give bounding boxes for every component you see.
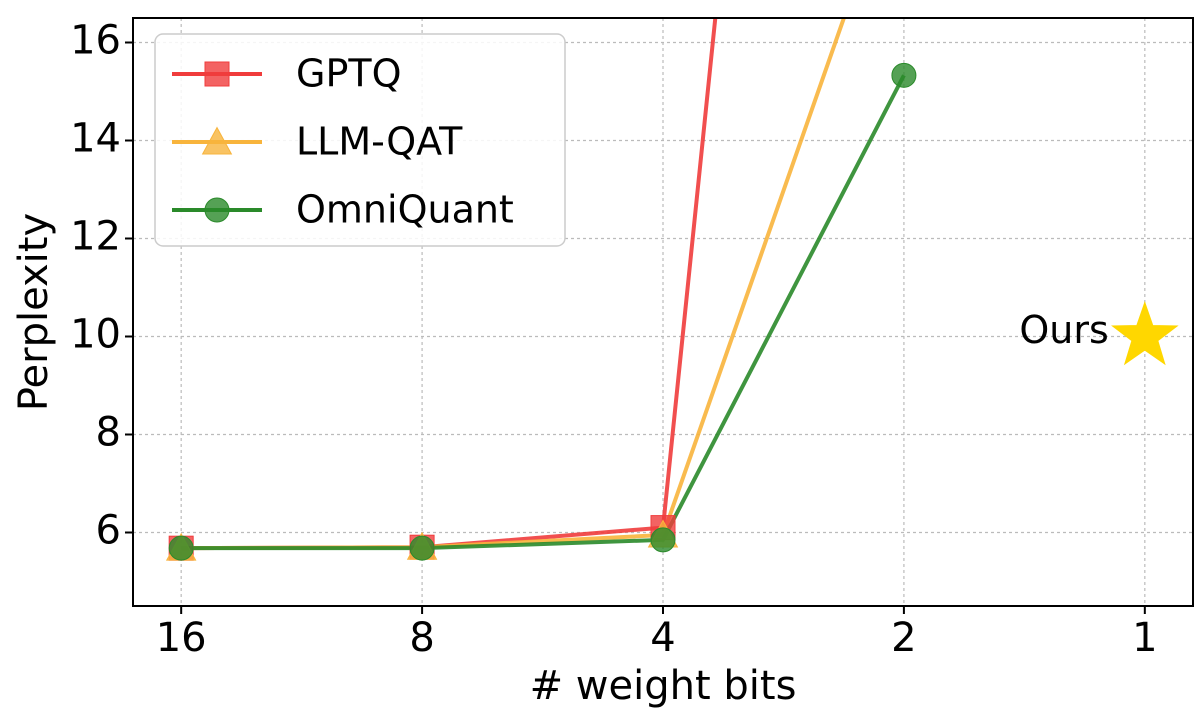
series-line (181, 74, 906, 551)
x-tick-label: 8 (409, 615, 434, 661)
legend-label: OmniQuant (296, 188, 514, 232)
x-axis-label: # weight bits (530, 663, 797, 708)
y-tick-label: 16 (70, 18, 121, 64)
plot-area (165, 18, 1179, 561)
y-tick-label: 8 (96, 410, 121, 456)
x-tick-label: 2 (891, 615, 916, 661)
marker (891, 62, 917, 88)
legend: GPTQ LLM-QAT OmniQuant (154, 33, 566, 247)
x-tick-label: 16 (156, 615, 207, 661)
x-tick-label: 1 (1132, 615, 1157, 661)
y-tick-label: 6 (96, 508, 121, 554)
marker (650, 527, 676, 553)
legend-box (154, 33, 566, 247)
marker (204, 197, 230, 223)
y-tick-label: 10 (70, 312, 121, 358)
y-tick-label: 14 (70, 116, 121, 162)
ticks: 6 8 10 12 14 16 16 8 4 2 1 (70, 18, 1157, 662)
legend-label: LLM-QAT (296, 120, 463, 164)
marker (168, 535, 194, 561)
y-axis-label: Perplexity (11, 213, 57, 411)
marker (409, 535, 435, 561)
x-tick-label: 4 (650, 615, 675, 661)
legend-label: GPTQ (296, 52, 401, 96)
marker (1111, 300, 1179, 366)
marker (204, 61, 230, 87)
y-tick-label: 12 (70, 214, 121, 260)
annotation: Ours (1019, 308, 1108, 352)
marker (201, 126, 233, 155)
